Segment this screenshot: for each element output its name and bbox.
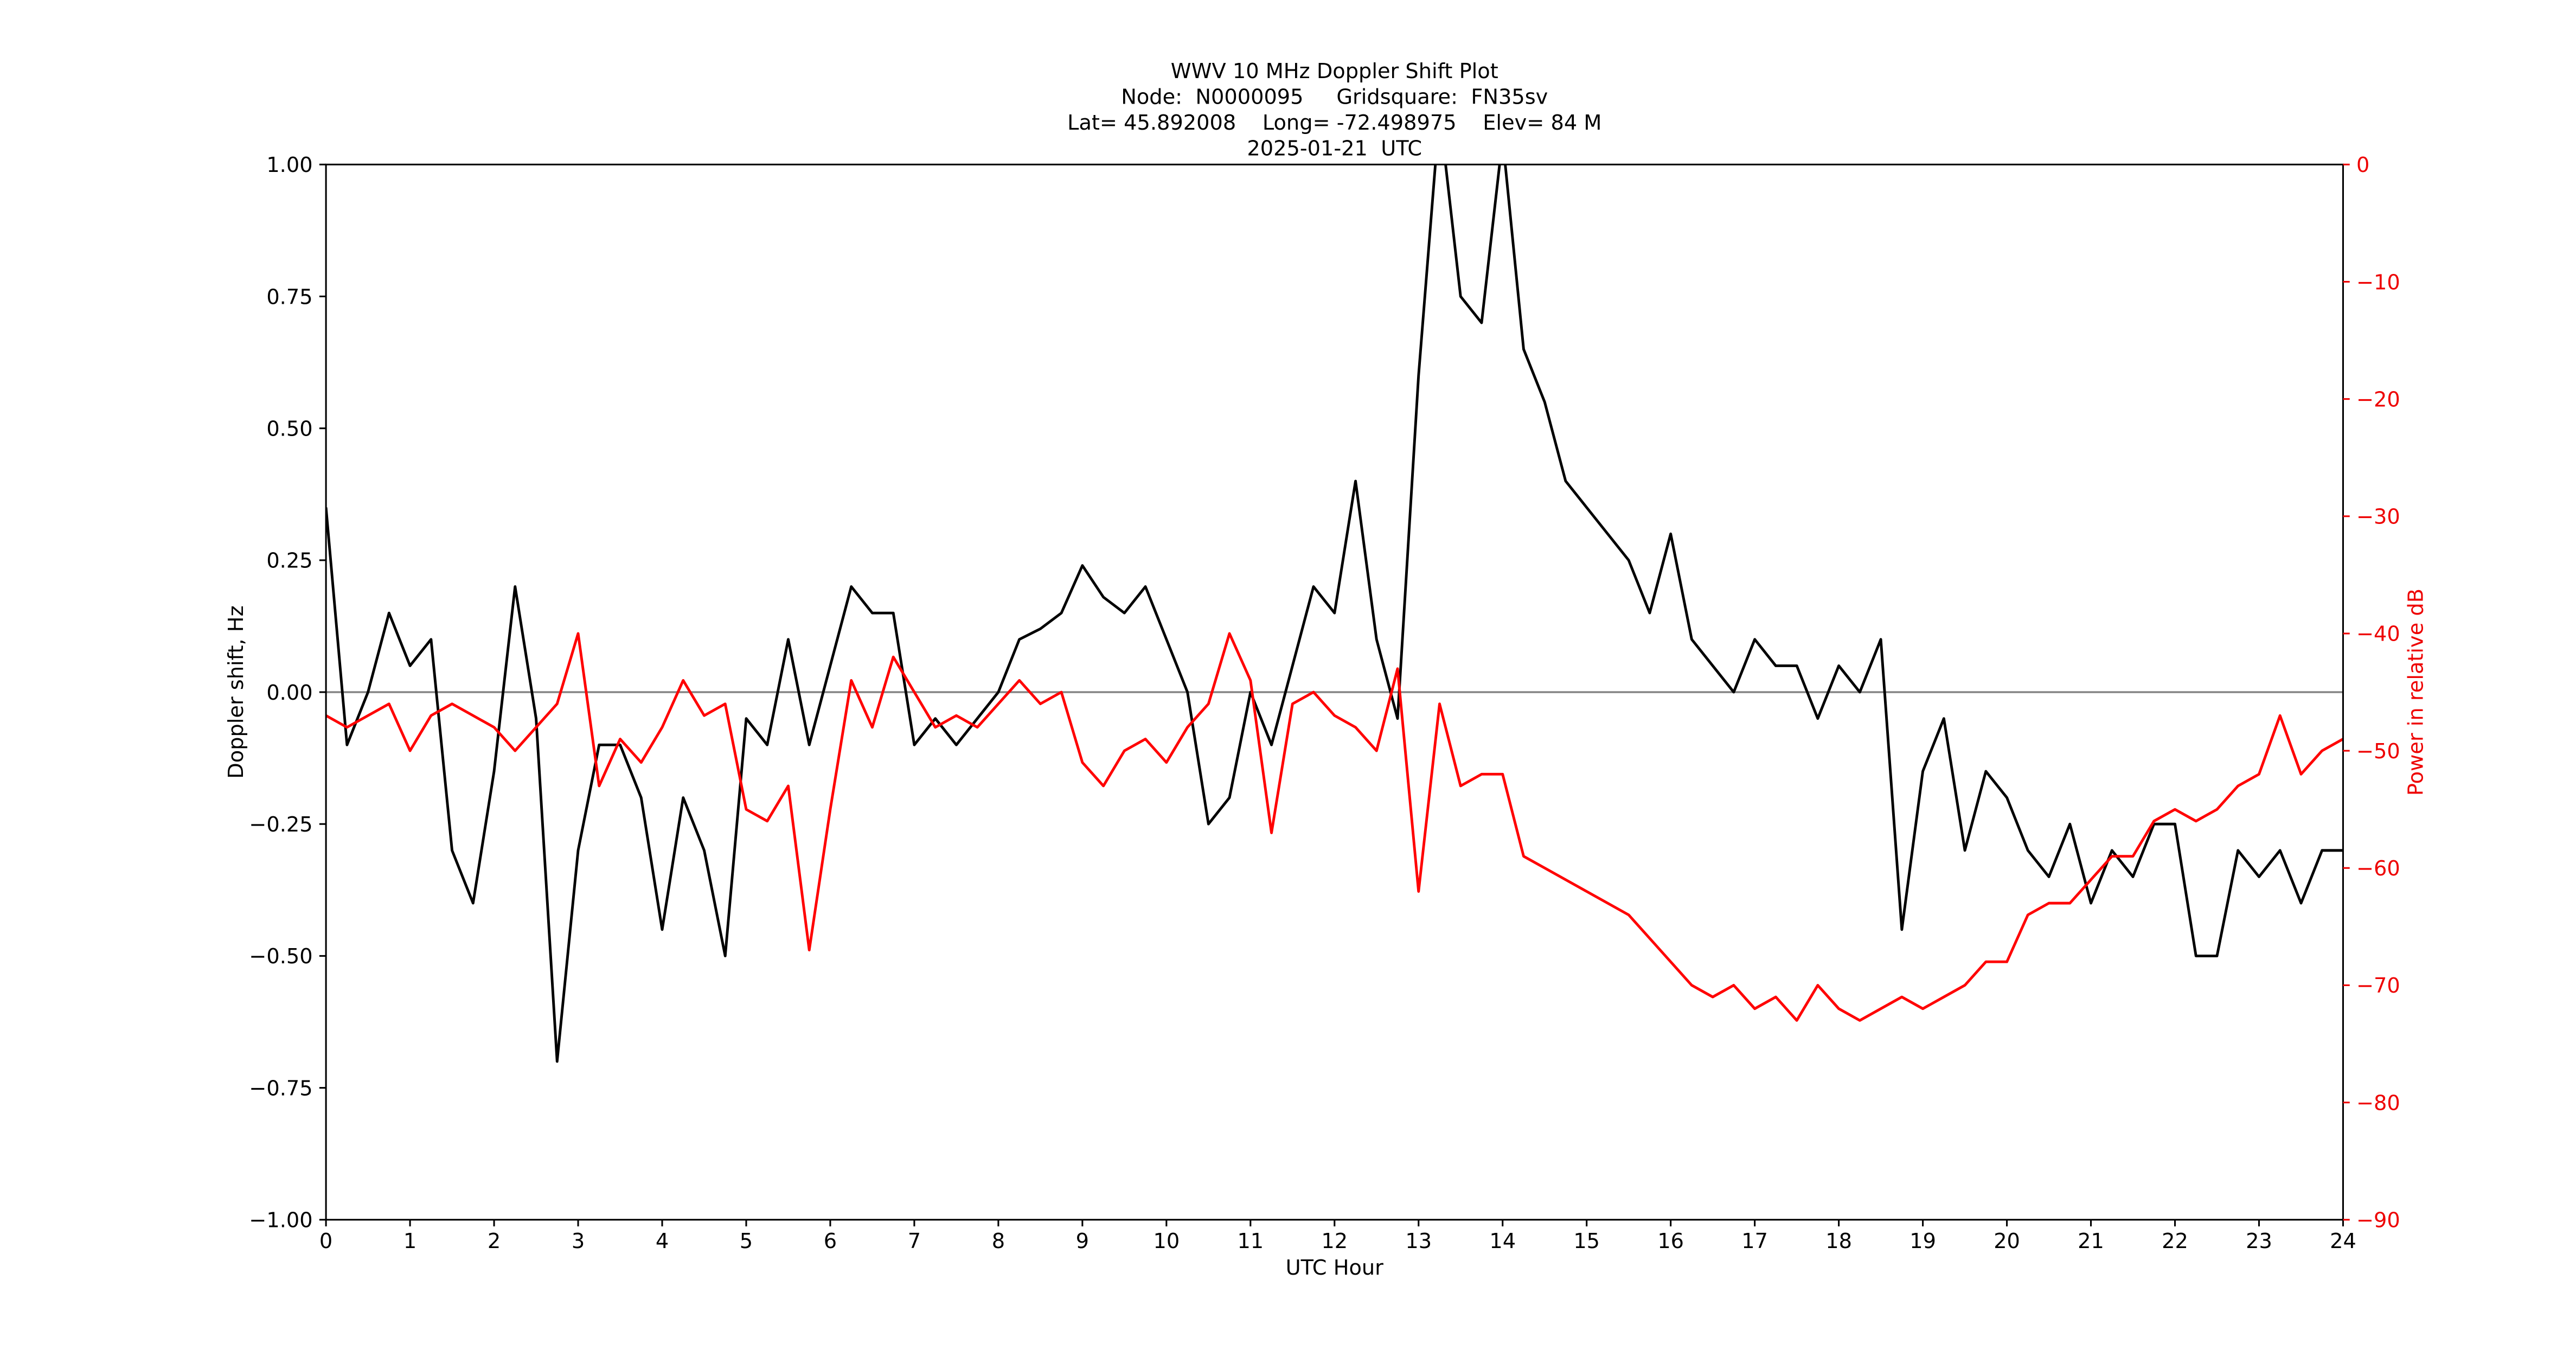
- x-tick-label: 0: [319, 1229, 332, 1253]
- y2-axis-label: Power in relative dB: [2404, 589, 2428, 796]
- y-tick-label: −0.25: [249, 813, 312, 837]
- y2-tick-label: −10: [2356, 270, 2400, 295]
- y2-tick-label: −30: [2356, 505, 2400, 529]
- x-tick-label: 21: [2078, 1229, 2104, 1253]
- y2-tick-label: −70: [2356, 974, 2400, 998]
- y-tick-label: −1.00: [249, 1208, 312, 1233]
- y2-tick-label: −40: [2356, 622, 2400, 647]
- data-line: [326, 632, 2343, 1022]
- y2-tick-label: −80: [2356, 1091, 2400, 1115]
- y-tick-label: −0.50: [249, 944, 312, 969]
- x-tick-label: 20: [1994, 1229, 2020, 1253]
- x-tick-label: 11: [1237, 1229, 1264, 1253]
- chart-title: Node: N0000095 Gridsquare: FN35sv: [1121, 85, 1548, 109]
- x-tick-label: 17: [1741, 1229, 1768, 1253]
- x-tick-label: 19: [1909, 1229, 1936, 1253]
- x-axis-label: UTC Hour: [1286, 1256, 1384, 1280]
- x-tick-label: 23: [2246, 1229, 2272, 1253]
- y2-tick-label: 0: [2356, 153, 2369, 177]
- data-line: [326, 164, 2343, 1063]
- x-tick-label: 1: [403, 1229, 416, 1253]
- x-tick-label: 5: [740, 1229, 753, 1253]
- y2-tick-label: −20: [2356, 387, 2400, 412]
- x-tick-label: 9: [1076, 1229, 1089, 1253]
- x-tick-label: 6: [824, 1229, 837, 1253]
- y2-tick-label: −90: [2356, 1208, 2400, 1233]
- y2-tick-label: −50: [2356, 739, 2400, 764]
- y-tick-label: 0.50: [266, 417, 312, 441]
- x-tick-label: 22: [2162, 1229, 2188, 1253]
- chart-title: WWV 10 MHz Doppler Shift Plot: [1171, 59, 1498, 84]
- y-tick-label: 0.25: [266, 549, 312, 573]
- x-tick-label: 3: [572, 1229, 585, 1253]
- x-tick-label: 2: [488, 1229, 501, 1253]
- y-tick-label: 0.75: [266, 285, 312, 309]
- y-tick-label: −0.75: [249, 1076, 312, 1101]
- y2-tick-label: −60: [2356, 856, 2400, 881]
- x-tick-label: 15: [1573, 1229, 1600, 1253]
- x-tick-label: 12: [1321, 1229, 1348, 1253]
- x-tick-label: 14: [1489, 1229, 1516, 1253]
- x-tick-label: 24: [2330, 1229, 2356, 1253]
- x-tick-label: 4: [656, 1229, 669, 1253]
- x-tick-label: 10: [1153, 1229, 1180, 1253]
- x-tick-label: 16: [1657, 1229, 1684, 1253]
- x-tick-label: 18: [1825, 1229, 1852, 1253]
- plot-frame: [325, 163, 2344, 1221]
- y-tick-label: 1.00: [266, 153, 312, 177]
- chart-title: 2025-01-21 UTC: [1247, 136, 1422, 161]
- y-tick-label: 0.00: [266, 681, 312, 705]
- chart-title: Lat= 45.892008 Long= -72.498975 Elev= 84…: [1067, 111, 1601, 135]
- x-tick-label: 13: [1405, 1229, 1432, 1253]
- y-axis-label: Doppler shift, Hz: [224, 605, 248, 778]
- x-tick-label: 8: [992, 1229, 1005, 1253]
- x-tick-label: 7: [908, 1229, 921, 1253]
